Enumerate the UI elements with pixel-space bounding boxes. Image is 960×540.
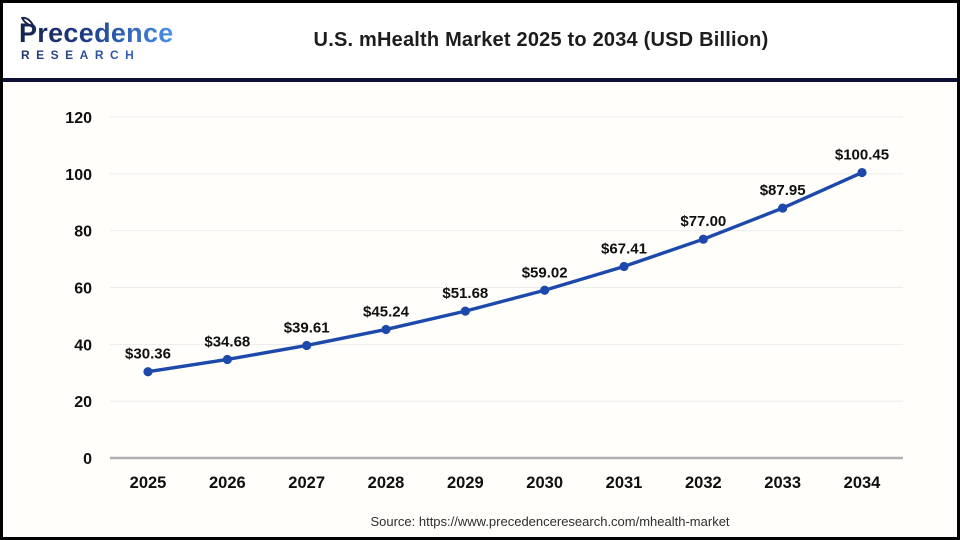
logo-wordmark: Precedence bbox=[19, 17, 174, 48]
svg-text:2027: 2027 bbox=[288, 474, 325, 492]
header: Precedence RESEARCH U.S. mHealth Market … bbox=[3, 3, 957, 78]
svg-text:$30.36: $30.36 bbox=[125, 346, 171, 363]
svg-text:$100.45: $100.45 bbox=[835, 147, 889, 164]
chart-area: 0 20 40 60 80 100 120 $30.36 2025 $34.68 2026 $39.6… bbox=[3, 82, 957, 537]
svg-text:$34.68: $34.68 bbox=[204, 333, 250, 350]
chart-title: U.S. mHealth Market 2025 to 2034 (USD Bi… bbox=[313, 29, 769, 51]
svg-text:2034: 2034 bbox=[844, 474, 882, 492]
svg-text:2025: 2025 bbox=[130, 474, 167, 492]
svg-text:2032: 2032 bbox=[685, 474, 722, 492]
svg-text:100: 100 bbox=[65, 167, 92, 184]
source-line: Source: https://www.precedenceresearch.c… bbox=[3, 513, 957, 531]
logo-subtitle: RESEARCH bbox=[19, 48, 175, 62]
svg-text:0: 0 bbox=[83, 451, 92, 468]
svg-text:120: 120 bbox=[65, 110, 92, 127]
svg-text:$39.61: $39.61 bbox=[284, 319, 330, 336]
svg-text:$87.95: $87.95 bbox=[760, 182, 806, 199]
svg-text:$45.24: $45.24 bbox=[363, 303, 410, 320]
svg-text:40: 40 bbox=[74, 337, 92, 354]
source-text: Source: https://www.precedenceresearch.c… bbox=[370, 514, 730, 529]
svg-text:2033: 2033 bbox=[764, 474, 801, 492]
svg-text:20: 20 bbox=[74, 394, 92, 411]
svg-text:$51.68: $51.68 bbox=[442, 285, 488, 302]
svg-text:2030: 2030 bbox=[526, 474, 563, 492]
line-chart-svg: 0 20 40 60 80 100 120 $30.36 2025 $34.68 2026 $39.6… bbox=[65, 110, 903, 492]
svg-text:2029: 2029 bbox=[447, 474, 484, 492]
svg-text:2028: 2028 bbox=[368, 474, 405, 492]
svg-text:2031: 2031 bbox=[606, 474, 643, 492]
svg-text:80: 80 bbox=[74, 224, 92, 241]
svg-text:60: 60 bbox=[74, 281, 92, 298]
title-wrap: U.S. mHealth Market 2025 to 2034 (USD Bi… bbox=[175, 29, 957, 52]
svg-text:$67.41: $67.41 bbox=[601, 240, 647, 257]
svg-text:$59.02: $59.02 bbox=[522, 264, 568, 281]
header-divider bbox=[3, 78, 957, 82]
precedence-research-logo: Precedence RESEARCH bbox=[3, 13, 175, 62]
svg-text:$77.00: $77.00 bbox=[680, 213, 726, 230]
svg-text:2026: 2026 bbox=[209, 474, 246, 492]
